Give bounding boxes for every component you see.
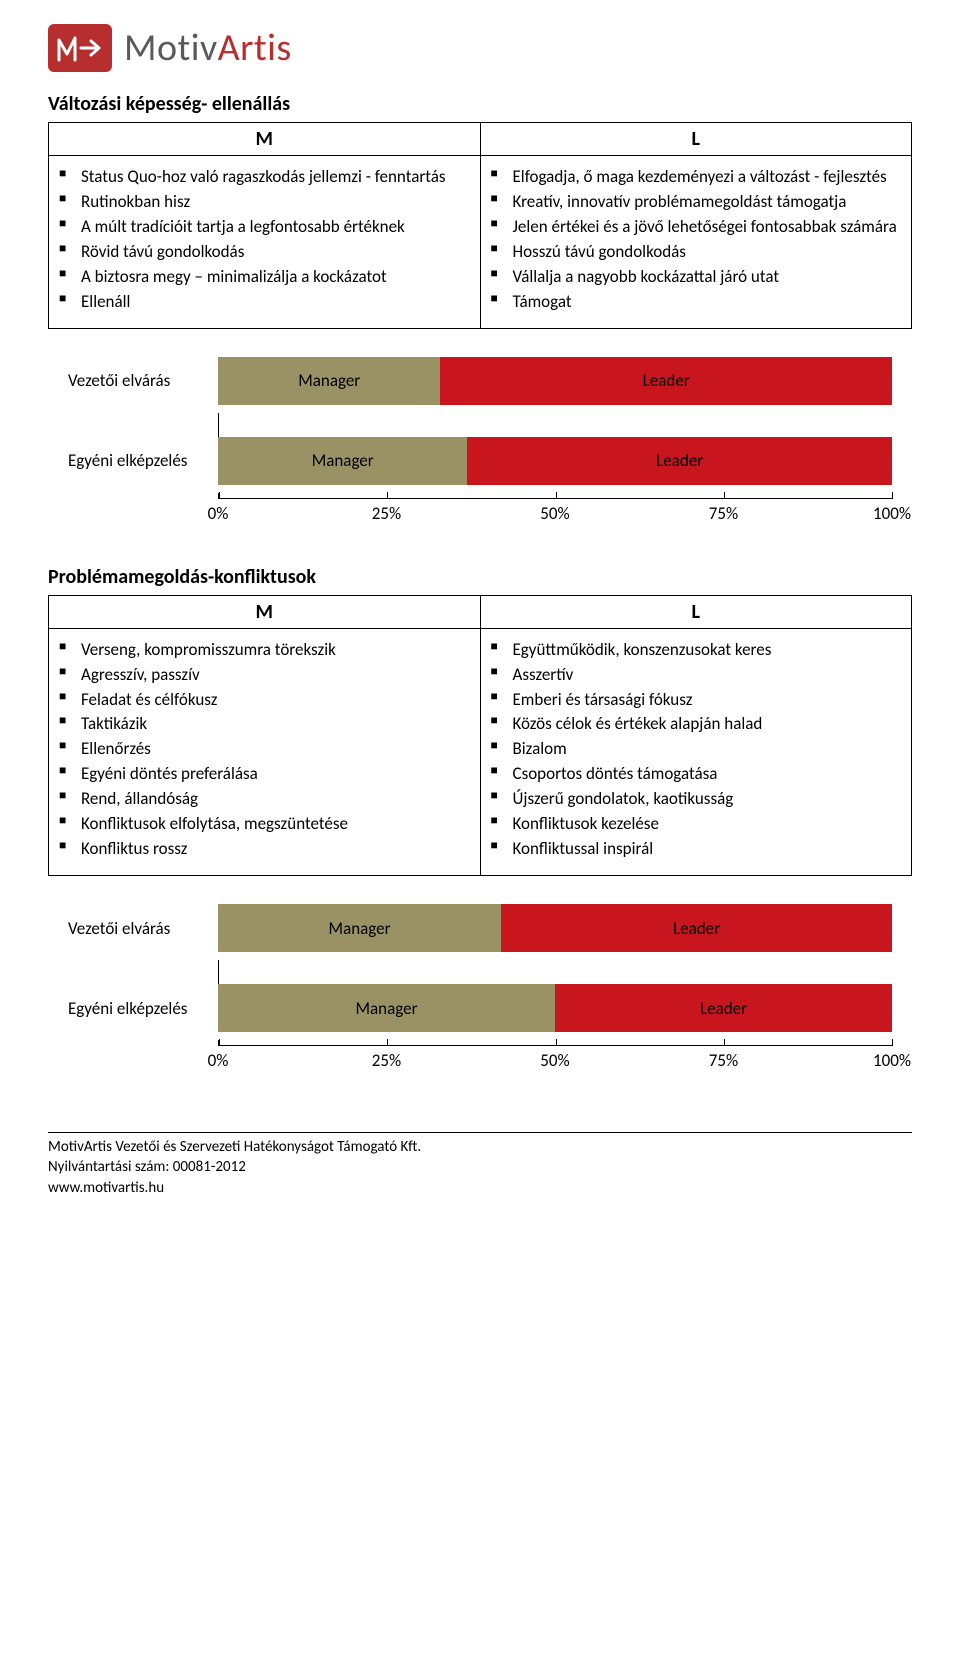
section2-l-cell: Együttműködik, konszenzusokat keresAssze… [480, 628, 912, 875]
brand-name-part1: Motiv [124, 25, 218, 71]
list-item: Konfliktus rossz [77, 838, 470, 861]
section1-l-list: Elfogadja, ő maga kezdeményezi a változá… [491, 166, 902, 314]
list-item: Taktikázik [77, 713, 470, 736]
footer-line2: Nyilvántartási szám: 00081-2012 [48, 1157, 912, 1177]
section1-col-l-header: L [480, 123, 912, 156]
list-item: A múlt tradícióit tartja a legfontosabb … [77, 216, 470, 239]
section2-title: Problémamegoldás-konfliktusok [48, 565, 912, 589]
list-item: Vállalja a nagyobb kockázattal járó utat [509, 266, 902, 289]
list-item: Csoportos döntés támogatása [509, 763, 902, 786]
chart-row-gap [218, 413, 892, 437]
chart-axis: 0%25%50%75%100% [218, 493, 892, 525]
chart-row-label: Vezetői elvárás [68, 918, 218, 939]
chart-row: Egyéni elképzelésManagerLeader [68, 437, 892, 485]
section2-col-m-header: M [49, 595, 481, 628]
chart-segment-leader: Leader [467, 437, 892, 485]
brand-mark [48, 24, 112, 72]
list-item: Újszerű gondolatok, kaotikusság [509, 788, 902, 811]
axis-tick-label: 100% [873, 503, 911, 524]
chart-bar: ManagerLeader [218, 357, 892, 405]
axis-tick-label: 75% [709, 1050, 738, 1071]
list-item: Ellenáll [77, 291, 470, 314]
list-item: Konfliktussal inspirál [509, 838, 902, 861]
footer-line3: www.motivartis.hu [48, 1178, 912, 1198]
chart-row-label: Egyéni elképzelés [68, 450, 218, 471]
section1-title: Változási képesség- ellenállás [48, 92, 912, 116]
section1-m-list: Status Quo-hoz való ragaszkodás jellemzi… [59, 166, 470, 314]
list-item: Asszertív [509, 664, 902, 687]
list-item: Jelen értékei és a jövő lehetőségei font… [509, 216, 902, 239]
list-item: Bizalom [509, 738, 902, 761]
brand-header: MotivArtis [48, 24, 912, 72]
axis-tick-label: 0% [208, 1050, 229, 1071]
section2-l-list: Együttműködik, konszenzusokat keresAssze… [491, 639, 902, 861]
brand-wordmark: MotivArtis [124, 25, 292, 71]
brand-mark-icon [57, 32, 103, 64]
list-item: Támogat [509, 291, 902, 314]
axis-tick-label: 75% [709, 503, 738, 524]
list-item: A biztosra megy – minimalizálja a kockáz… [77, 266, 470, 289]
section2-m-cell: Verseng, kompromisszumra törekszikAgress… [49, 628, 481, 875]
chart-segment-manager: Manager [218, 984, 555, 1032]
list-item: Közös célok és értékek alapján halad [509, 713, 902, 736]
chart-segment-leader: Leader [555, 984, 892, 1032]
chart-segment-leader: Leader [501, 904, 892, 952]
section1-l-cell: Elfogadja, ő maga kezdeményezi a változá… [480, 156, 912, 329]
footer-line1: MotivArtis Vezetői és Szervezeti Hatékon… [48, 1137, 912, 1157]
section1-m-cell: Status Quo-hoz való ragaszkodás jellemzi… [49, 156, 481, 329]
chart-row: Vezetői elvárásManagerLeader [68, 904, 892, 952]
chart1: Vezetői elvárásManagerLeaderEgyéni elkép… [68, 357, 892, 525]
chart2: Vezetői elvárásManagerLeaderEgyéni elkép… [68, 904, 892, 1072]
list-item: Rövid távú gondolkodás [77, 241, 470, 264]
list-item: Rutinokban hisz [77, 191, 470, 214]
list-item: Konfliktusok elfolytása, megszüntetése [77, 813, 470, 836]
chart-bar: ManagerLeader [218, 984, 892, 1032]
axis-tick-label: 100% [873, 1050, 911, 1071]
chart-segment-manager: Manager [218, 437, 467, 485]
chart-row-label: Egyéni elképzelés [68, 998, 218, 1019]
chart-row-label: Vezetői elvárás [68, 370, 218, 391]
list-item: Rend, állandóság [77, 788, 470, 811]
chart-bar: ManagerLeader [218, 904, 892, 952]
list-item: Status Quo-hoz való ragaszkodás jellemzi… [77, 166, 470, 189]
axis-tick-label: 50% [540, 1050, 569, 1071]
section1-table: M L Status Quo-hoz való ragaszkodás jell… [48, 122, 912, 329]
axis-tick-label: 50% [540, 503, 569, 524]
list-item: Agresszív, passzív [77, 664, 470, 687]
section2-col-l-header: L [480, 595, 912, 628]
axis-tick-label: 25% [372, 503, 401, 524]
list-item: Ellenőrzés [77, 738, 470, 761]
chart-segment-leader: Leader [440, 357, 892, 405]
axis-tick-label: 25% [372, 1050, 401, 1071]
chart-row: Egyéni elképzelésManagerLeader [68, 984, 892, 1032]
list-item: Hosszú távú gondolkodás [509, 241, 902, 264]
chart-row: Vezetői elvárásManagerLeader [68, 357, 892, 405]
list-item: Kreatív, innovatív problémamegoldást tám… [509, 191, 902, 214]
brand-name-part2: Artis [218, 25, 292, 71]
list-item: Együttműködik, konszenzusokat keres [509, 639, 902, 662]
axis-tick-label: 0% [208, 503, 229, 524]
chart-row-gap [218, 960, 892, 984]
chart-segment-manager: Manager [218, 357, 440, 405]
list-item: Feladat és célfókusz [77, 689, 470, 712]
section2-table: M L Verseng, kompromisszumra törekszikAg… [48, 595, 912, 876]
chart-segment-manager: Manager [218, 904, 501, 952]
list-item: Verseng, kompromisszumra törekszik [77, 639, 470, 662]
list-item: Emberi és társasági fókusz [509, 689, 902, 712]
chart-axis: 0%25%50%75%100% [218, 1040, 892, 1072]
section1-col-m-header: M [49, 123, 481, 156]
page-footer: MotivArtis Vezetői és Szervezeti Hatékon… [48, 1132, 912, 1198]
list-item: Egyéni döntés preferálása [77, 763, 470, 786]
section2-m-list: Verseng, kompromisszumra törekszikAgress… [59, 639, 470, 861]
list-item: Konfliktusok kezelése [509, 813, 902, 836]
list-item: Elfogadja, ő maga kezdeményezi a változá… [509, 166, 902, 189]
chart-bar: ManagerLeader [218, 437, 892, 485]
